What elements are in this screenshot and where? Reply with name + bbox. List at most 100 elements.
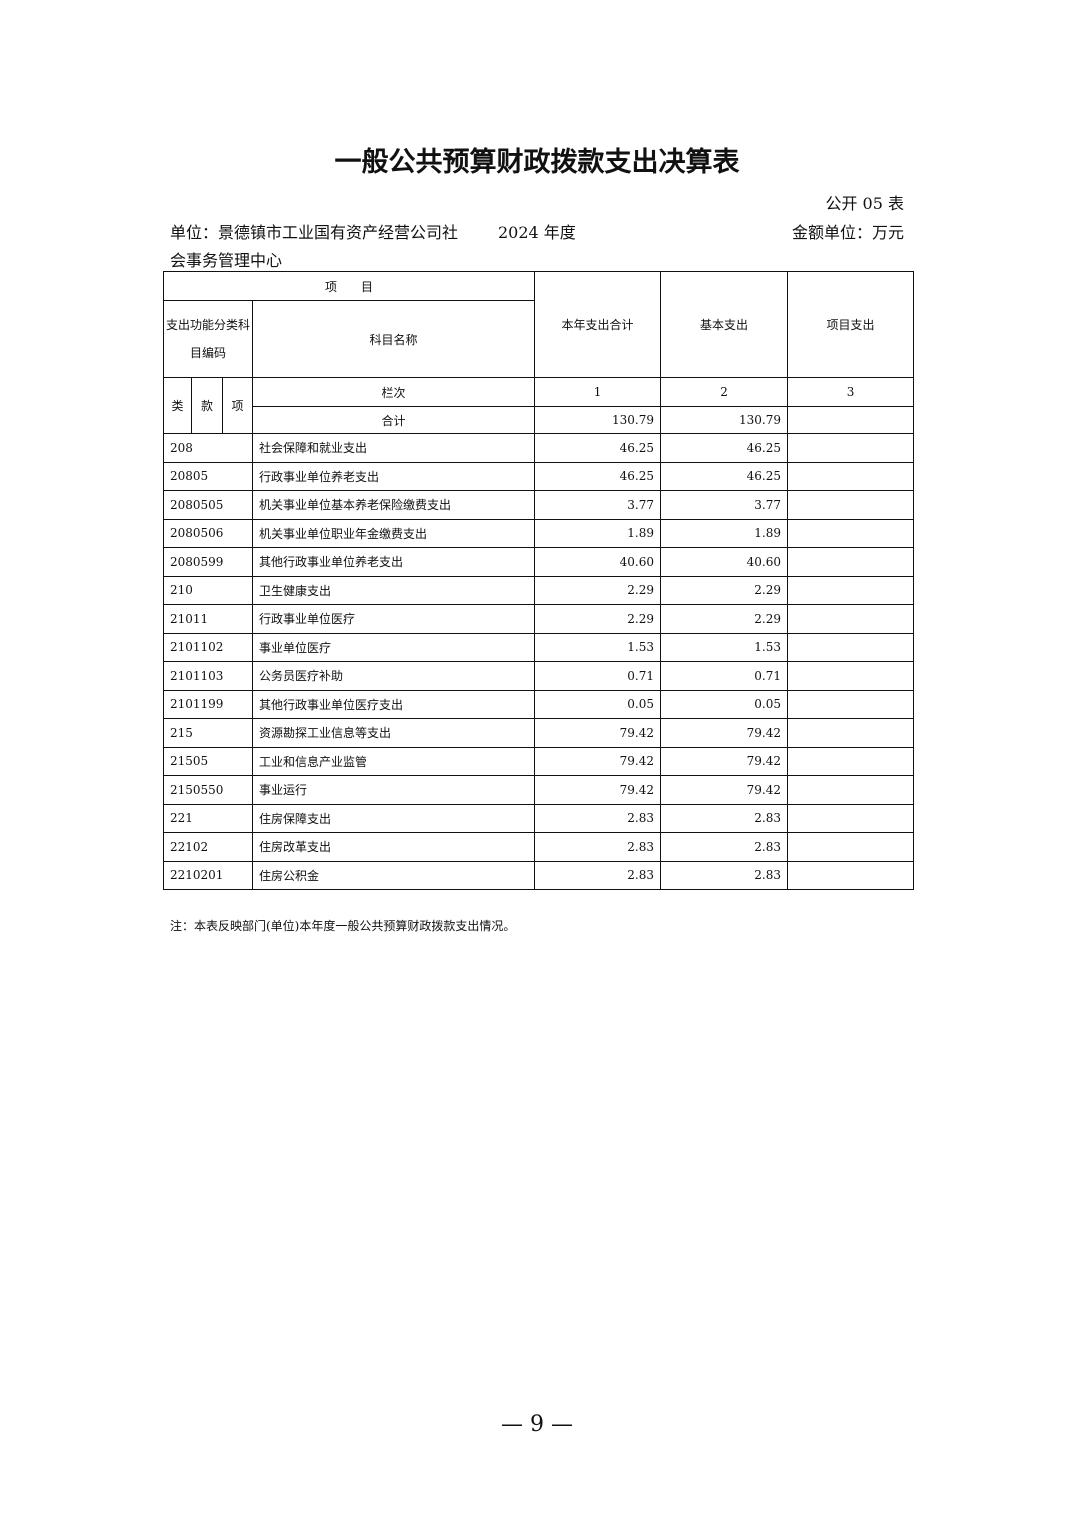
row-name: 机关事业单位基本养老保险缴费支出 [251, 490, 536, 520]
header-xiang: 项 [222, 377, 253, 434]
header-lei: 类 [163, 377, 192, 434]
header-basic: 基本支出 [660, 271, 789, 378]
row-total: 1.89 [534, 518, 662, 548]
row-name: 卫生健康支出 [251, 575, 536, 605]
row-project [787, 604, 915, 634]
header-kuan: 款 [191, 377, 223, 434]
row-project [787, 803, 915, 833]
header-item: 项 目 [162, 271, 536, 301]
form-number: 公开 05 表 [825, 194, 904, 213]
row-project [787, 689, 915, 719]
row-project [787, 632, 915, 662]
row-code: 2080505 [163, 490, 253, 520]
row-project [787, 461, 915, 491]
table-row: 2080506 机关事业单位职业年金缴费支出 1.89 1.89 [163, 518, 915, 548]
header-project: 项目支出 [787, 271, 915, 378]
page-number: — 9 — [501, 1412, 573, 1437]
row-total: 40.60 [534, 547, 662, 577]
row-code: 2101102 [163, 632, 253, 662]
table-row: 22102 住房改革支出 2.83 2.83 [163, 832, 915, 862]
header-name: 科目名称 [251, 300, 536, 378]
sum-total: 130.79 [534, 406, 662, 434]
row-name: 事业单位医疗 [251, 632, 536, 662]
row-basic: 2.83 [660, 803, 789, 833]
row-name: 住房公积金 [251, 860, 536, 890]
row-project [787, 832, 915, 862]
row-code: 215 [163, 718, 253, 748]
row-name: 机关事业单位职业年金缴费支出 [251, 518, 536, 548]
row-project [787, 433, 915, 463]
row-code: 2080506 [163, 518, 253, 548]
row-name: 资源勘探工业信息等支出 [251, 718, 536, 748]
table-row: 20805 行政事业单位养老支出 46.25 46.25 [163, 461, 915, 491]
table-row: 221 住房保障支出 2.83 2.83 [163, 803, 915, 833]
row-code: 22102 [163, 832, 253, 862]
sum-basic: 130.79 [660, 406, 789, 434]
row-name: 其他行政事业单位医疗支出 [251, 689, 536, 719]
row-project [787, 746, 915, 776]
table-row: 2101102 事业单位医疗 1.53 1.53 [163, 632, 915, 662]
lanci-2: 2 [660, 377, 789, 407]
row-total: 2.29 [534, 604, 662, 634]
row-basic: 2.29 [660, 575, 789, 605]
row-project [787, 518, 915, 548]
row-basic: 46.25 [660, 433, 789, 463]
row-code: 2101199 [163, 689, 253, 719]
row-total: 79.42 [534, 718, 662, 748]
row-total: 0.71 [534, 661, 662, 691]
row-total: 3.77 [534, 490, 662, 520]
row-code: 21505 [163, 746, 253, 776]
row-basic: 0.71 [660, 661, 789, 691]
row-total: 0.05 [534, 689, 662, 719]
table-row: 21011 行政事业单位医疗 2.29 2.29 [163, 604, 915, 634]
row-project [787, 490, 915, 520]
year-label: 2024 年度 [498, 223, 576, 242]
row-name: 住房保障支出 [251, 803, 536, 833]
table-row: 2101103 公务员医疗补助 0.71 0.71 [163, 661, 915, 691]
row-name: 工业和信息产业监管 [251, 746, 536, 776]
row-basic: 3.77 [660, 490, 789, 520]
row-total: 46.25 [534, 461, 662, 491]
row-basic: 79.42 [660, 775, 789, 805]
lanci-1: 1 [534, 377, 662, 407]
row-basic: 1.53 [660, 632, 789, 662]
row-total: 2.29 [534, 575, 662, 605]
row-total: 79.42 [534, 775, 662, 805]
row-basic: 1.89 [660, 518, 789, 548]
header-code: 支出功能分类科目编码 [163, 300, 253, 378]
row-basic: 2.29 [660, 604, 789, 634]
row-basic: 2.83 [660, 832, 789, 862]
unit-label: 单位：景德镇市工业国有资产经营公司社会事务管理中心 [170, 223, 459, 270]
row-total: 2.83 [534, 860, 662, 890]
row-code: 21011 [163, 604, 253, 634]
row-name: 其他行政事业单位养老支出 [251, 547, 536, 577]
row-total: 79.42 [534, 746, 662, 776]
table-note: 注：本表反映部门(单位)本年度一般公共预算财政拨款支出情况。 [170, 919, 516, 933]
money-unit-label: 金额单位：万元 [791, 223, 904, 242]
row-basic: 46.25 [660, 461, 789, 491]
row-basic: 2.83 [660, 860, 789, 890]
table-row: 2101199 其他行政事业单位医疗支出 0.05 0.05 [163, 689, 915, 719]
table-row: 2150550 事业运行 79.42 79.42 [163, 775, 915, 805]
lanci-label: 栏次 [251, 377, 536, 407]
row-name: 公务员医疗补助 [251, 661, 536, 691]
row-total: 2.83 [534, 832, 662, 862]
row-basic: 0.05 [660, 689, 789, 719]
row-code: 221 [163, 803, 253, 833]
row-name: 住房改革支出 [251, 832, 536, 862]
row-code: 20805 [163, 461, 253, 491]
lanci-3: 3 [787, 377, 915, 407]
row-code: 210 [163, 575, 253, 605]
table-row: 2080505 机关事业单位基本养老保险缴费支出 3.77 3.77 [163, 490, 915, 520]
row-name: 事业运行 [251, 775, 536, 805]
row-basic: 79.42 [660, 718, 789, 748]
row-name: 行政事业单位医疗 [251, 604, 536, 634]
page-title: 一般公共预算财政拨款支出决算表 [334, 147, 740, 178]
row-basic: 79.42 [660, 746, 789, 776]
row-total: 1.53 [534, 632, 662, 662]
row-name: 社会保障和就业支出 [251, 433, 536, 463]
row-name: 行政事业单位养老支出 [251, 461, 536, 491]
row-code: 2080599 [163, 547, 253, 577]
row-project [787, 775, 915, 805]
sum-project [787, 406, 915, 434]
